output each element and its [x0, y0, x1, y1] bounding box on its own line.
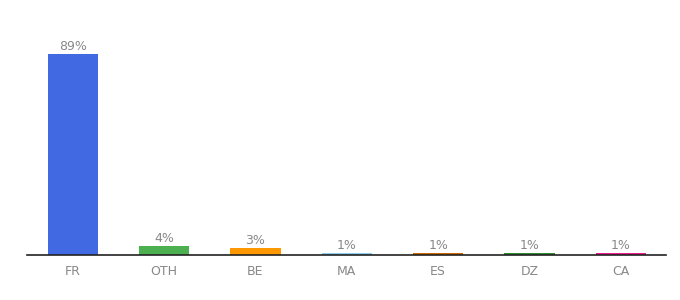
Text: 1%: 1%	[428, 238, 448, 252]
Text: 1%: 1%	[520, 238, 539, 252]
Text: 89%: 89%	[59, 40, 87, 53]
Bar	[505, 253, 554, 255]
Text: 1%: 1%	[337, 238, 357, 252]
Bar	[413, 253, 463, 255]
Bar	[231, 248, 281, 255]
Bar	[322, 253, 372, 255]
Text: 3%: 3%	[245, 234, 265, 247]
Bar	[139, 246, 189, 255]
Bar	[596, 253, 646, 255]
Text: 4%: 4%	[154, 232, 174, 245]
Text: 1%: 1%	[611, 238, 630, 252]
Bar	[48, 54, 98, 255]
